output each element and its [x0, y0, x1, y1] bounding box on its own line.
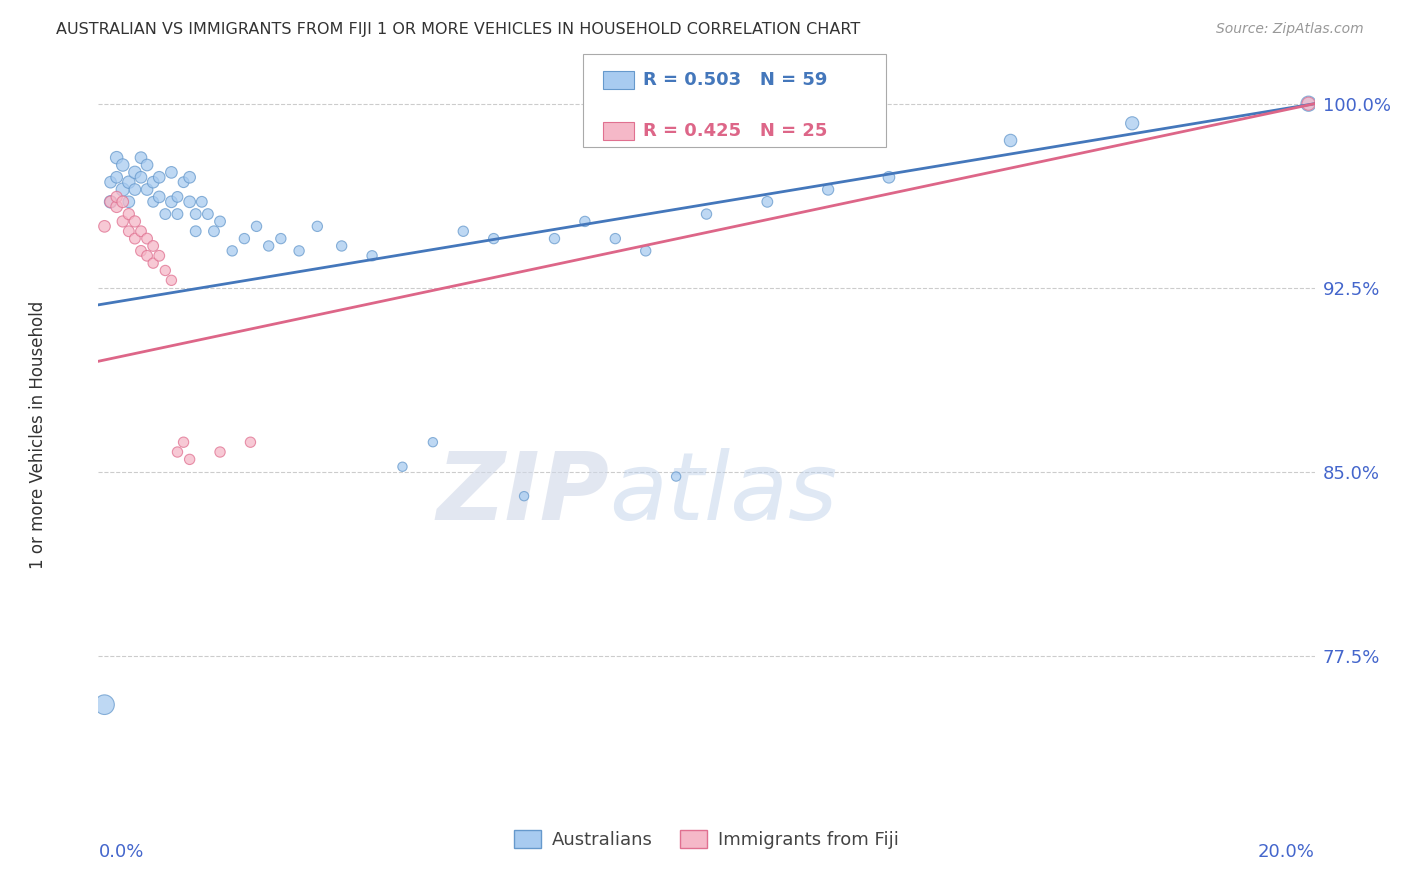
Point [605, 231, 627, 245]
Point [245, 219, 267, 234]
Point [166, 207, 188, 221]
Text: R = 0.503   N = 59: R = 0.503 N = 59 [643, 71, 827, 89]
Point [184, 224, 207, 238]
Point [93, 219, 115, 234]
Text: 1 or more Vehicles in Household: 1 or more Vehicles in Household [28, 301, 46, 569]
Point [105, 151, 128, 165]
Point [513, 489, 536, 503]
Point [391, 459, 413, 474]
Point [118, 175, 141, 189]
Point [142, 239, 165, 253]
Point [111, 214, 134, 228]
Point [1298, 96, 1320, 111]
Point [179, 452, 201, 467]
Point [1121, 116, 1143, 130]
Point [129, 170, 152, 185]
Point [817, 182, 839, 196]
Point [191, 194, 214, 209]
Point [160, 194, 183, 209]
Point [184, 207, 207, 221]
Point [111, 158, 134, 172]
Point [756, 194, 779, 209]
Text: 20.0%: 20.0% [1258, 843, 1315, 861]
Point [482, 231, 505, 245]
Point [136, 182, 159, 196]
Point [129, 151, 152, 165]
Point [148, 170, 170, 185]
Point [330, 239, 353, 253]
Point [307, 219, 329, 234]
Point [166, 190, 188, 204]
Point [160, 165, 183, 179]
Point [1000, 133, 1022, 147]
Text: ZIP: ZIP [436, 448, 609, 540]
Point [105, 190, 128, 204]
Point [270, 231, 292, 245]
Point [111, 194, 134, 209]
Point [148, 190, 170, 204]
Point [124, 214, 146, 228]
Point [257, 239, 280, 253]
Point [197, 207, 219, 221]
Point [155, 207, 177, 221]
Point [124, 165, 146, 179]
Point [100, 194, 122, 209]
Point [543, 231, 565, 245]
Legend: Australians, Immigrants from Fiji: Australians, Immigrants from Fiji [508, 822, 905, 856]
Point [696, 207, 718, 221]
Point [361, 249, 384, 263]
Point [118, 207, 141, 221]
Point [209, 214, 232, 228]
Point [118, 224, 141, 238]
Point [142, 175, 165, 189]
Point [179, 194, 201, 209]
Point [422, 435, 444, 450]
Text: R = 0.425   N = 25: R = 0.425 N = 25 [643, 122, 827, 140]
Point [142, 256, 165, 270]
Point [209, 445, 232, 459]
Text: atlas: atlas [609, 448, 838, 540]
Point [124, 231, 146, 245]
Point [574, 214, 596, 228]
Point [453, 224, 475, 238]
Point [100, 175, 122, 189]
Point [105, 200, 128, 214]
Point [665, 469, 688, 483]
Text: AUSTRALIAN VS IMMIGRANTS FROM FIJI 1 OR MORE VEHICLES IN HOUSEHOLD CORRELATION C: AUSTRALIAN VS IMMIGRANTS FROM FIJI 1 OR … [56, 22, 860, 37]
Point [1298, 96, 1320, 111]
Text: Source: ZipAtlas.com: Source: ZipAtlas.com [1216, 22, 1364, 37]
Point [221, 244, 243, 258]
Point [173, 175, 195, 189]
Point [148, 249, 170, 263]
Point [202, 224, 225, 238]
Point [129, 224, 152, 238]
Text: 0.0%: 0.0% [98, 843, 143, 861]
Point [105, 170, 128, 185]
Point [129, 244, 152, 258]
Point [118, 194, 141, 209]
Point [124, 182, 146, 196]
Point [173, 435, 195, 450]
Point [93, 698, 115, 712]
Point [160, 273, 183, 287]
Point [155, 263, 177, 277]
Point [136, 158, 159, 172]
Point [100, 194, 122, 209]
Point [877, 170, 900, 185]
Point [179, 170, 201, 185]
Point [233, 231, 256, 245]
Point [142, 194, 165, 209]
Point [166, 445, 188, 459]
Point [634, 244, 657, 258]
Point [136, 249, 159, 263]
Point [111, 182, 134, 196]
Point [239, 435, 262, 450]
Point [136, 231, 159, 245]
Point [288, 244, 311, 258]
